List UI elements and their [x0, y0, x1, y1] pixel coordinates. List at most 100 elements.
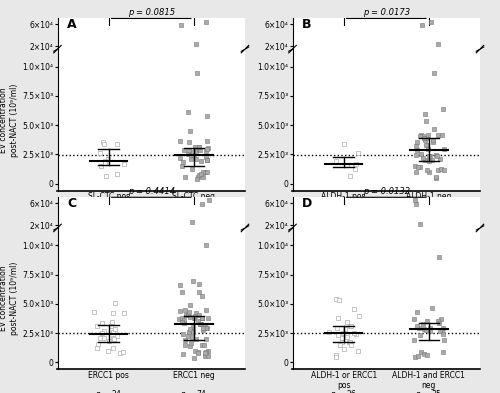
Point — [192, 310, 200, 316]
Point — [186, 128, 194, 134]
Point — [419, 132, 427, 139]
Point — [176, 316, 184, 322]
Point — [424, 146, 432, 152]
Point — [430, 70, 438, 76]
Point — [202, 242, 210, 249]
Point — [422, 327, 430, 333]
Point — [201, 350, 209, 356]
Point — [422, 141, 430, 148]
Point — [423, 353, 431, 359]
Point — [438, 132, 446, 138]
Point — [196, 147, 204, 153]
Point — [176, 308, 184, 314]
Point — [354, 313, 362, 319]
Point — [420, 325, 428, 332]
Point — [347, 162, 355, 168]
Point — [188, 166, 196, 173]
Point — [338, 329, 346, 336]
Point — [424, 135, 432, 141]
Point — [326, 329, 334, 335]
Point — [196, 144, 203, 151]
Point — [193, 176, 201, 182]
Point — [186, 314, 194, 321]
Point — [410, 337, 418, 343]
Point — [416, 164, 424, 171]
Point — [351, 166, 359, 173]
Point — [419, 155, 427, 162]
Point — [202, 169, 209, 176]
Point — [191, 313, 199, 319]
Point — [182, 174, 190, 180]
Point — [186, 329, 194, 336]
Point — [436, 328, 444, 334]
Point — [334, 315, 342, 321]
Text: $n$ = 52: $n$ = 52 — [416, 209, 442, 220]
Point — [190, 152, 198, 159]
Point — [434, 318, 442, 324]
Point — [202, 154, 210, 160]
Point — [111, 326, 119, 332]
Point — [430, 125, 438, 132]
Point — [423, 167, 431, 173]
Point — [413, 323, 421, 330]
Point — [105, 338, 113, 344]
Point — [176, 138, 184, 144]
Point — [194, 70, 202, 76]
Point — [108, 319, 116, 325]
Point — [346, 323, 354, 329]
Point — [352, 161, 360, 167]
Point — [195, 143, 203, 150]
Point — [190, 355, 198, 362]
Point — [436, 316, 444, 322]
Point — [202, 335, 209, 342]
Point — [428, 137, 436, 143]
Point — [203, 157, 211, 163]
Point — [184, 310, 192, 317]
Point — [100, 328, 108, 334]
Point — [194, 174, 202, 180]
Point — [198, 201, 205, 208]
Point — [202, 148, 210, 154]
Point — [189, 329, 197, 336]
Point — [440, 337, 448, 343]
Point — [342, 334, 350, 340]
Point — [412, 147, 420, 153]
Point — [350, 305, 358, 312]
Point — [202, 169, 210, 175]
Point — [434, 167, 442, 173]
Point — [182, 342, 190, 348]
Point — [418, 22, 426, 29]
Point — [180, 331, 188, 337]
Point — [202, 18, 210, 25]
Point — [96, 150, 104, 156]
Point — [204, 353, 212, 360]
Point — [412, 169, 420, 175]
Point — [203, 325, 211, 331]
Text: $n$ = 48: $n$ = 48 — [180, 209, 208, 220]
Point — [352, 331, 360, 337]
Point — [203, 146, 211, 152]
Text: $n$ = 26: $n$ = 26 — [330, 388, 357, 393]
Point — [434, 40, 442, 47]
Point — [413, 309, 421, 315]
Point — [194, 350, 202, 356]
Point — [196, 288, 203, 295]
Point — [98, 320, 106, 326]
Point — [416, 132, 424, 138]
Point — [198, 315, 205, 321]
Point — [199, 325, 207, 331]
Point — [120, 310, 128, 316]
Point — [432, 175, 440, 181]
Point — [416, 221, 424, 227]
Point — [178, 318, 186, 324]
Point — [184, 309, 192, 315]
Point — [194, 312, 202, 318]
Point — [178, 289, 186, 295]
Point — [90, 309, 98, 316]
Point — [120, 161, 128, 167]
Point — [346, 339, 354, 345]
Point — [107, 322, 115, 329]
Point — [194, 318, 202, 324]
Point — [332, 157, 340, 163]
Point — [184, 333, 192, 340]
